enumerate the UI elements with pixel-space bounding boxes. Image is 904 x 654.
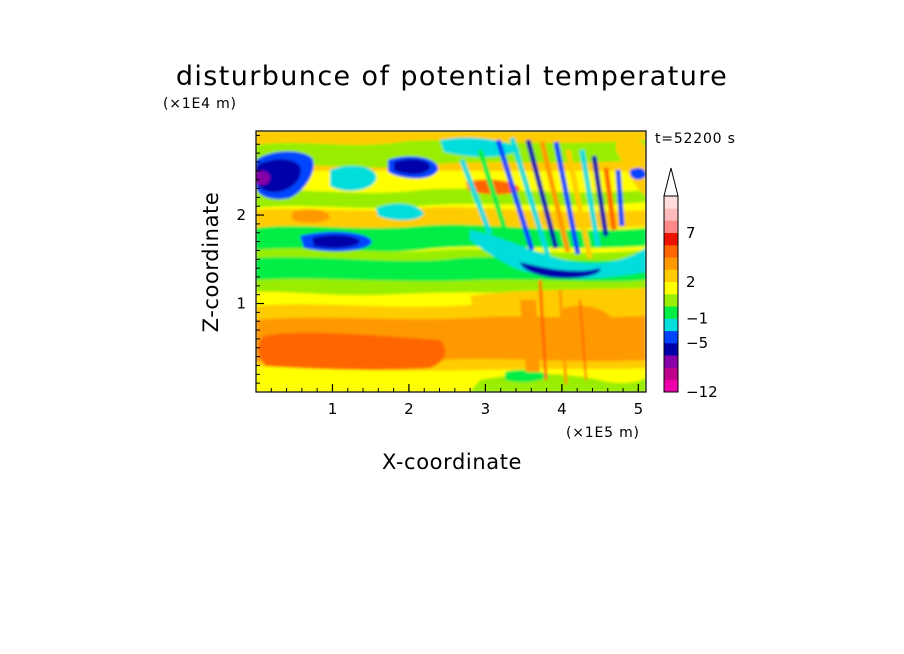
time-label: t=52200 s [655, 131, 736, 147]
colorbar-swatch [664, 294, 678, 307]
colorbar-swatch [664, 355, 678, 368]
colorbar-swatch [664, 245, 678, 258]
x-tick-label: 4 [557, 400, 567, 418]
x-tick-label: 5 [634, 400, 644, 418]
colorbar-swatch [664, 318, 678, 332]
colorbar-swatch [664, 232, 678, 246]
colorbar-swatch [664, 196, 678, 209]
colorbar: −12−5−127 [663, 167, 718, 401]
x-unit-label: (×1E5 m) [566, 425, 640, 441]
colorbar-swatch [664, 367, 678, 381]
colorbar-frame [663, 195, 679, 393]
y-axis-ticks: 12 [236, 134, 264, 384]
y-unit-label: (×1E4 m) [163, 96, 237, 112]
colorbar-label: −1 [686, 310, 708, 328]
y-tick-label: 2 [236, 206, 246, 224]
colorbar-swatch [664, 306, 678, 319]
colorbar-swatch [664, 269, 678, 283]
x-tick-label: 1 [328, 400, 338, 418]
colorbar-label: 7 [686, 224, 696, 242]
x-tick-label: 3 [481, 400, 491, 418]
chart-title: disturbunce of potential temperature [176, 61, 728, 92]
colorbar-swatch [664, 379, 678, 393]
colorbar-label: −12 [686, 383, 718, 401]
colorbar-swatch [664, 330, 678, 344]
colorbar-label: −5 [686, 334, 708, 352]
colorbar-swatch [664, 220, 678, 234]
colorbar-swatch [664, 343, 678, 356]
y-tick-label: 1 [236, 295, 246, 313]
colorbar-swatch [664, 257, 678, 270]
colorbar-swatch [664, 281, 678, 295]
y-axis-label: Z-coordinate [199, 192, 223, 333]
colorbar-label: 2 [686, 273, 696, 291]
contour-field [256, 131, 646, 392]
x-tick-label: 2 [404, 400, 414, 418]
colorbar-swatch [664, 208, 678, 221]
colorbar-extend-arrow [663, 167, 679, 197]
x-axis-label: X-coordinate [382, 450, 522, 474]
x-axis-ticks: 1 2 3 4 5 [328, 384, 643, 418]
